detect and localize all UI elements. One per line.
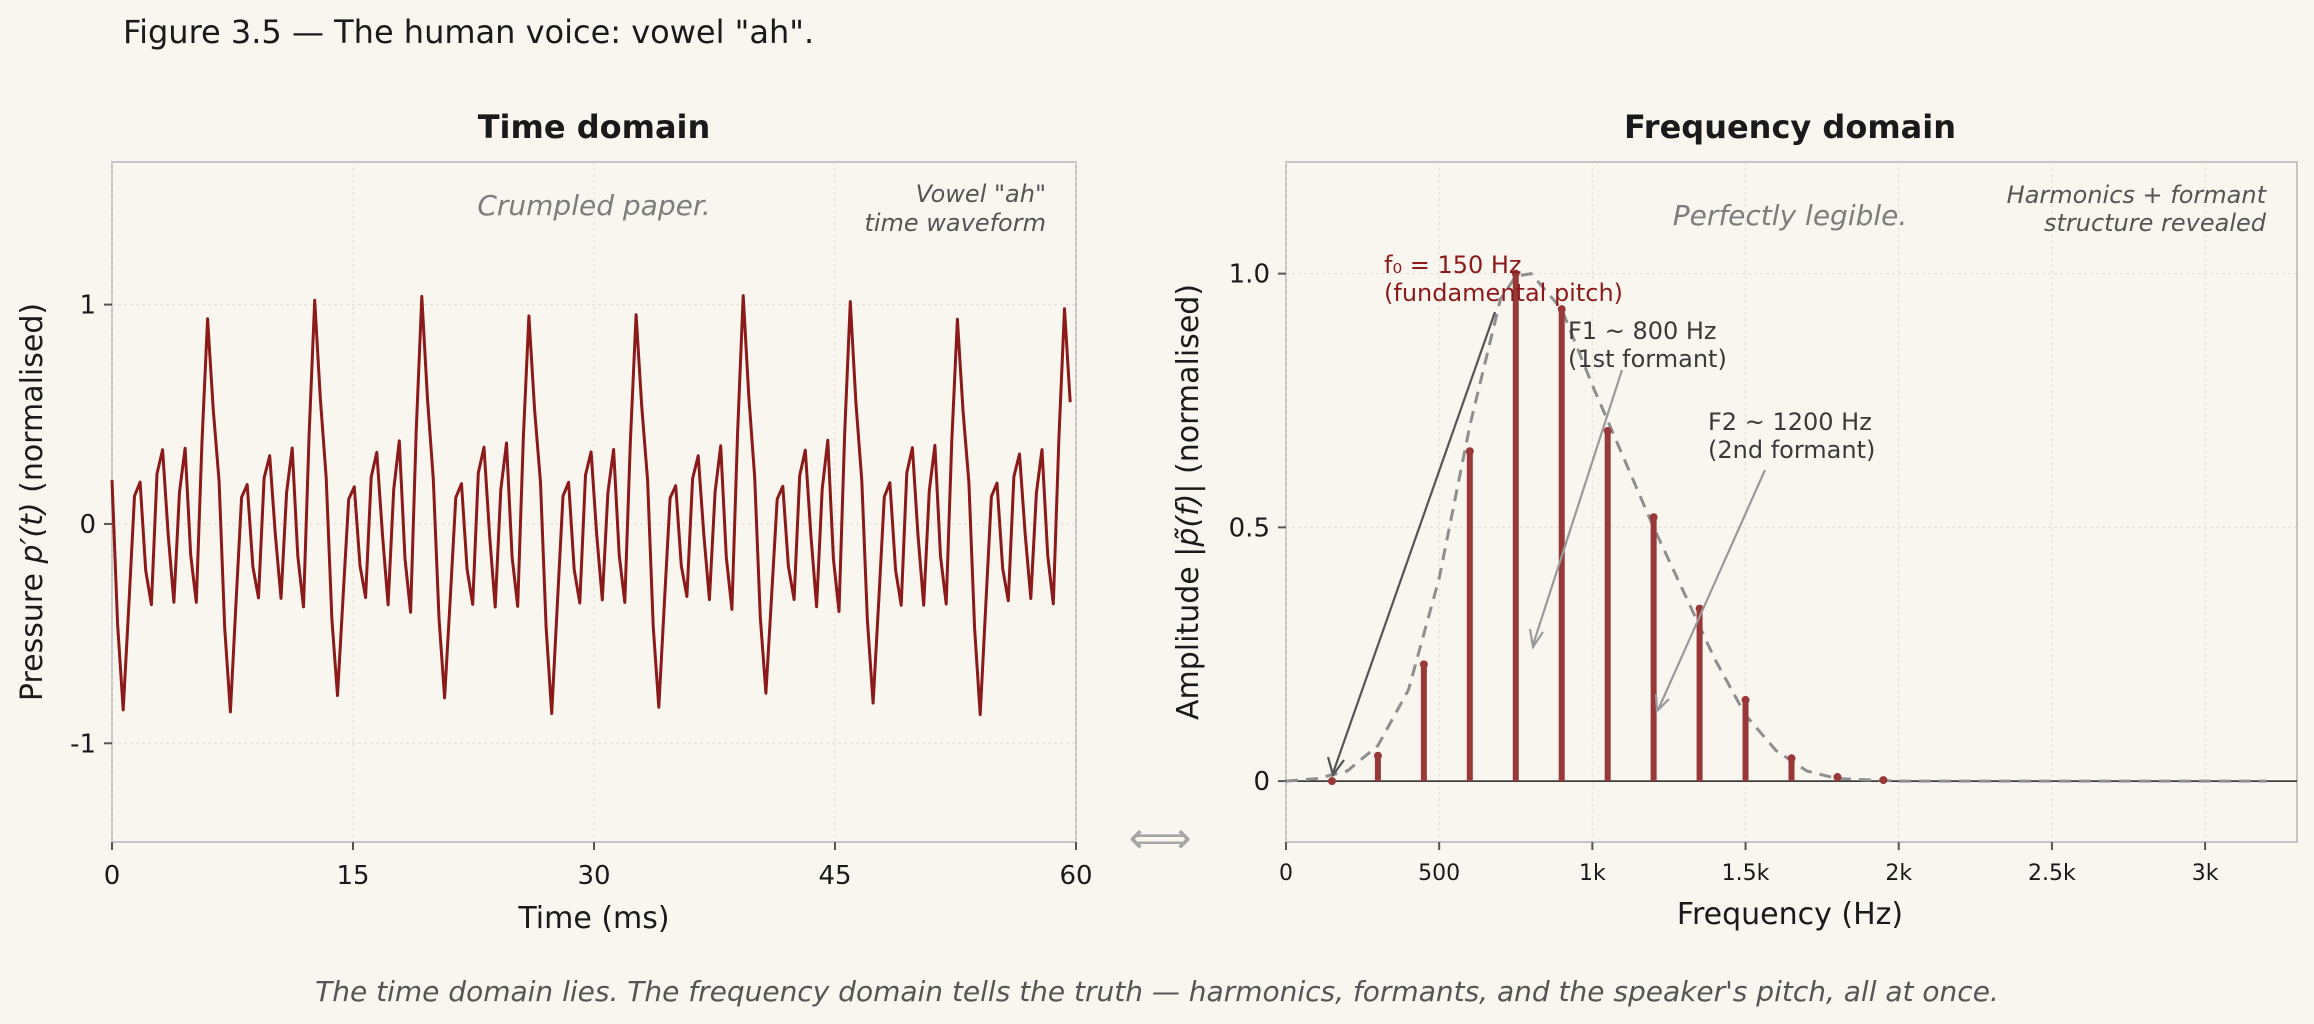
figure-caption: The time domain lies. The frequency doma… — [315, 975, 1999, 1008]
freq-y-tick-label: 0 — [1253, 767, 1270, 797]
time-x-tick-label: 15 — [336, 861, 369, 891]
time-y-axis-label: Pressure p′(t) (normalised) — [15, 303, 50, 701]
harmonic-marker — [1557, 305, 1566, 314]
freq-y-ticks: 0 0.5 1.0 — [1229, 260, 1286, 797]
annotation-arrows — [1326, 311, 1767, 778]
freq-y-tick-label: 1.0 — [1229, 260, 1270, 290]
freq-y-label-suffix: (normalised) — [1171, 284, 1206, 474]
freq-y-label-prefix: Amplitude — [1171, 566, 1206, 720]
f2-arrow — [1656, 469, 1767, 711]
f0-label-line2: (fundamental pitch) — [1384, 279, 1623, 307]
f2-label-line2: (2nd formant) — [1708, 436, 1875, 464]
time-y-ticks: -1 0 1 — [70, 291, 112, 759]
time-x-tick-label: 45 — [818, 861, 851, 891]
freq-x-tick-label: 2.5k — [2028, 861, 2076, 886]
freq-x-axis-label: Frequency (Hz) — [1677, 897, 1903, 932]
f0-label-line1: f₀ = 150 Hz — [1384, 251, 1522, 279]
time-domain-title: Time domain — [478, 108, 711, 146]
freq-plot-area — [1285, 161, 2298, 843]
freq-x-tick-label: 1k — [1579, 861, 1606, 886]
freq-x-tick-label: 2k — [1885, 861, 1912, 886]
f2-arrowhead — [1654, 693, 1670, 714]
freq-y-axis-label: Amplitude |p̃(f)| (normalised) — [1171, 284, 1206, 720]
harmonic-marker — [1833, 773, 1842, 782]
time-y-tick-label: 1 — [79, 291, 96, 321]
f1-arrowhead — [1528, 628, 1544, 650]
freq-center-note: Perfectly legible. — [1673, 199, 1908, 232]
time-x-tick-label: 0 — [104, 861, 121, 891]
time-x-ticks: 0 15 30 45 60 — [104, 842, 1093, 891]
freq-x-tick-label: 500 — [1418, 861, 1460, 886]
freq-x-tick-label: 1.5k — [1722, 861, 1770, 886]
harmonic-marker — [1649, 513, 1658, 522]
harmonic-marker — [1419, 660, 1428, 669]
harmonic-marker — [1603, 426, 1612, 435]
time-y-tick-label: -1 — [70, 729, 96, 759]
time-domain-panel: Time domain 0 15 30 45 60 -1 0 1 Crumpled pape… — [15, 108, 1093, 936]
harmonic-bars — [1327, 269, 1888, 786]
domain-arrow-icon: ⟺ — [1128, 813, 1191, 864]
f2-label-line1: F2 ~ 1200 Hz — [1708, 408, 1872, 436]
f1-label-line2: (1st formant) — [1568, 345, 1727, 373]
harmonic-marker — [1327, 777, 1336, 786]
time-waveform-line — [110, 294, 1072, 717]
time-y-label-suffix: (normalised) — [15, 303, 50, 493]
freq-corner-note-line1: Harmonics + formant — [2007, 181, 2268, 209]
harmonic-marker — [1787, 754, 1796, 763]
freq-x-tick-label: 0 — [1279, 861, 1293, 886]
time-y-label-symbol: p′(t) — [15, 502, 50, 564]
time-y-tick-label: 0 — [79, 510, 96, 540]
time-x-tick-label: 30 — [577, 861, 610, 891]
time-center-note: Crumpled paper. — [477, 189, 710, 222]
f0-arrowhead — [1326, 756, 1345, 778]
freq-y-tick-label: 0.5 — [1229, 513, 1270, 543]
f0-arrow — [1331, 311, 1497, 774]
f1-label-line1: F1 ~ 800 Hz — [1568, 317, 1717, 345]
time-corner-note-line2: time waveform — [864, 209, 1046, 237]
harmonic-marker — [1465, 447, 1474, 456]
f1-arrow — [1531, 369, 1624, 646]
freq-x-tick-label: 3k — [2192, 861, 2219, 886]
time-y-label-prefix: Pressure — [15, 573, 50, 701]
time-x-axis-label: Time (ms) — [517, 901, 669, 936]
harmonic-marker — [1879, 776, 1888, 785]
time-corner-note-line1: Vowel "ah" — [916, 180, 1046, 208]
harmonic-marker — [1741, 695, 1750, 704]
harmonic-marker — [1511, 269, 1520, 278]
freq-corner-note-line2: structure revealed — [2044, 209, 2267, 237]
freq-y-label-symbol: |p̃(f)| — [1171, 484, 1206, 557]
frequency-domain-title: Frequency domain — [1624, 108, 1956, 146]
figure-title: Figure 3.5 — The human voice: vowel "ah"… — [123, 13, 814, 51]
harmonic-marker — [1373, 751, 1382, 760]
time-grid — [111, 162, 1077, 842]
frequency-domain-panel: Frequency domain 0 500 1k 1.5k 2k 2.5k 3k 0 0.5… — [1171, 108, 2298, 932]
time-x-tick-label: 60 — [1059, 861, 1092, 891]
freq-x-ticks: 0 500 1k 1.5k 2k 2.5k 3k — [1279, 842, 2219, 886]
